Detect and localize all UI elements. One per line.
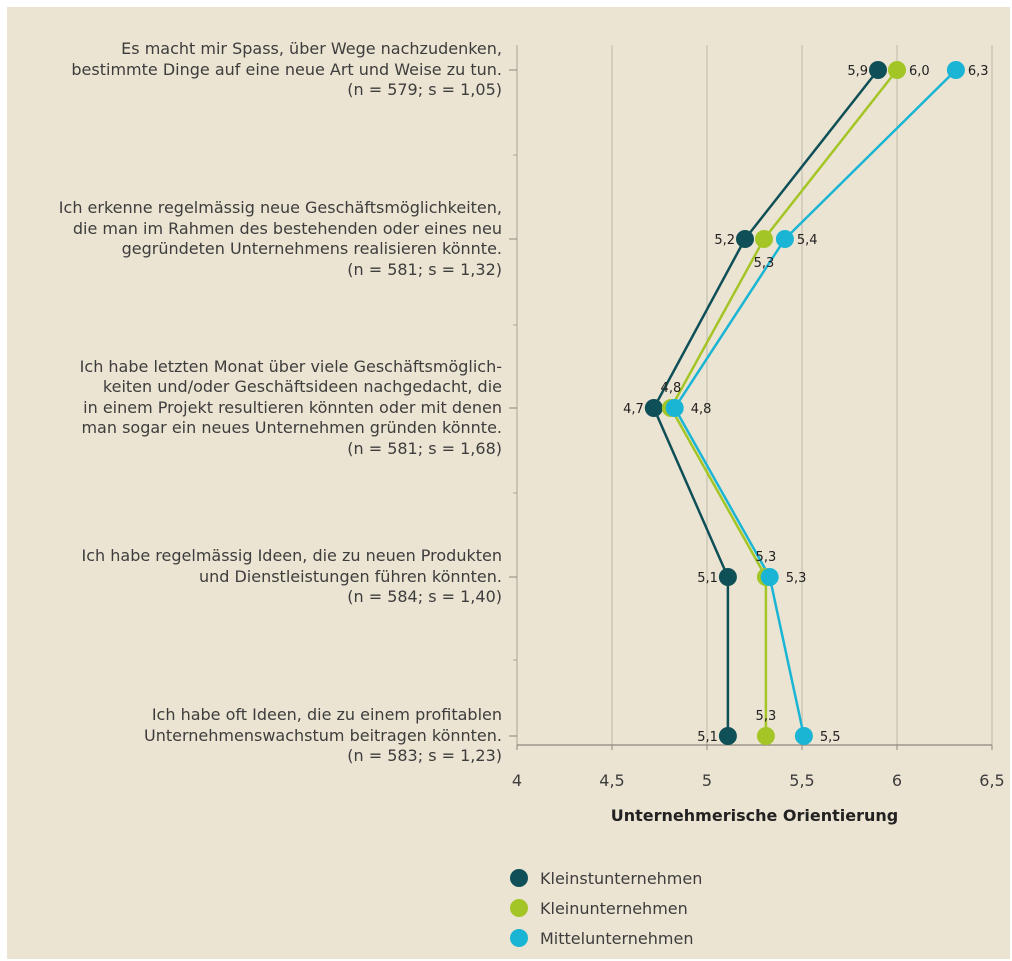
legend-item: Mittelunternehmen [510,926,702,950]
data-point [718,727,737,745]
data-label: 5,1 [697,730,718,745]
data-label: 5,2 [714,233,735,248]
legend-label: Kleinunternehmen [540,898,688,918]
data-point [794,727,813,745]
category-label-line: Ich habe oft Ideen, die zu einem profita… [151,705,502,725]
legend-item: Kleinstunternehmen [510,866,702,890]
category-label-line: Ich habe letzten Monat über viele Geschä… [79,356,502,376]
data-label: 5,3 [756,709,777,724]
category-label: Ich habe oft Ideen, die zu einem profita… [22,705,502,767]
data-label: 5,3 [756,550,777,565]
data-point [755,230,773,248]
data-point [644,399,663,417]
data-label: 6,0 [909,64,930,79]
x-tick-label: 4,5 [599,771,624,790]
legend: Kleinstunternehmen Kleinunternehmen Mittel… [510,866,702,956]
data-label: 5,3 [786,571,807,586]
category-label-line: Ich habe regelmässig Ideen, die zu neuen… [81,546,502,566]
data-label: 6,3 [968,64,989,79]
x-tick-label: 5 [702,771,712,790]
chart-panel [7,7,1010,959]
data-point [756,727,775,745]
data-label: 4,8 [691,402,712,417]
data-point [869,61,887,79]
data-label: 5,4 [797,233,818,248]
data-point [718,568,737,586]
category-label-line: Ich erkenne regelmässig neue Geschäftsmö… [58,198,502,217]
category-label-line: die man im Rahmen des bestehenden oder e… [72,218,502,238]
data-point [888,61,906,79]
category-label: Ich erkenne regelmässig neue Geschäftsmö… [22,198,502,280]
legend-marker [510,899,528,917]
data-point [736,230,754,248]
category-label: Ich habe regelmässig Ideen, die zu neuen… [22,546,502,608]
data-point [665,399,684,417]
x-axis-title: Unternehmerische Orientierung [610,806,899,825]
legend-label: Kleinstunternehmen [540,868,703,888]
category-label-line: (n = 581; s = 1,68) [347,438,502,458]
data-label: 4,7 [623,402,644,417]
category-label-line: und Dienstleistungen führen könnten. [198,566,502,586]
category-label-line: (n = 584; s = 1,40) [347,587,502,607]
category-label-line: (n = 583; s = 1,23) [347,746,502,766]
data-label: 5,1 [697,571,718,586]
series-line [673,69,957,737]
x-tick-label: 4 [512,771,522,790]
category-label-line: bestimmte Dinge auf eine neue Art und We… [71,59,502,79]
data-point [775,230,794,248]
category-label-line: (n = 579; s = 1,05) [347,80,502,100]
data-label: 4,8 [661,381,682,396]
legend-label: Mittelunternehmen [540,928,694,948]
data-point [946,61,965,79]
x-tick-label: 6 [892,771,902,790]
data-label: 5,9 [847,64,868,79]
x-tick-label: 6,5 [979,771,1004,790]
x-tick-label: 5,5 [789,771,814,790]
legend-item: Kleinunternehmen [510,896,702,920]
category-label: Ich habe letzten Monat über viele Geschä… [22,357,502,460]
category-label-line: keiten und/oder Geschäftsideen nachgedac… [102,377,502,397]
category-label-line: Es macht mir Spass, über Wege nachzudenk… [121,39,502,59]
data-label: 5,5 [820,730,841,745]
legend-marker [510,869,528,887]
category-label-line: in einem Projekt resultieren könnten ode… [83,397,502,417]
data-label: 5,3 [754,256,775,271]
data-point [760,568,779,586]
category-label-line: man sogar ein neues Unternehmen gründen … [81,418,502,438]
category-label-line: gegründeten Unternehmens realisieren kön… [121,239,502,258]
category-label: Es macht mir Spass, über Wege nachzudenk… [22,39,502,101]
category-label-line: Unternehmenswachstum beitragen könnten. [144,725,502,745]
legend-marker [510,929,528,947]
category-label-line: (n = 581; s = 1,32) [347,259,502,279]
